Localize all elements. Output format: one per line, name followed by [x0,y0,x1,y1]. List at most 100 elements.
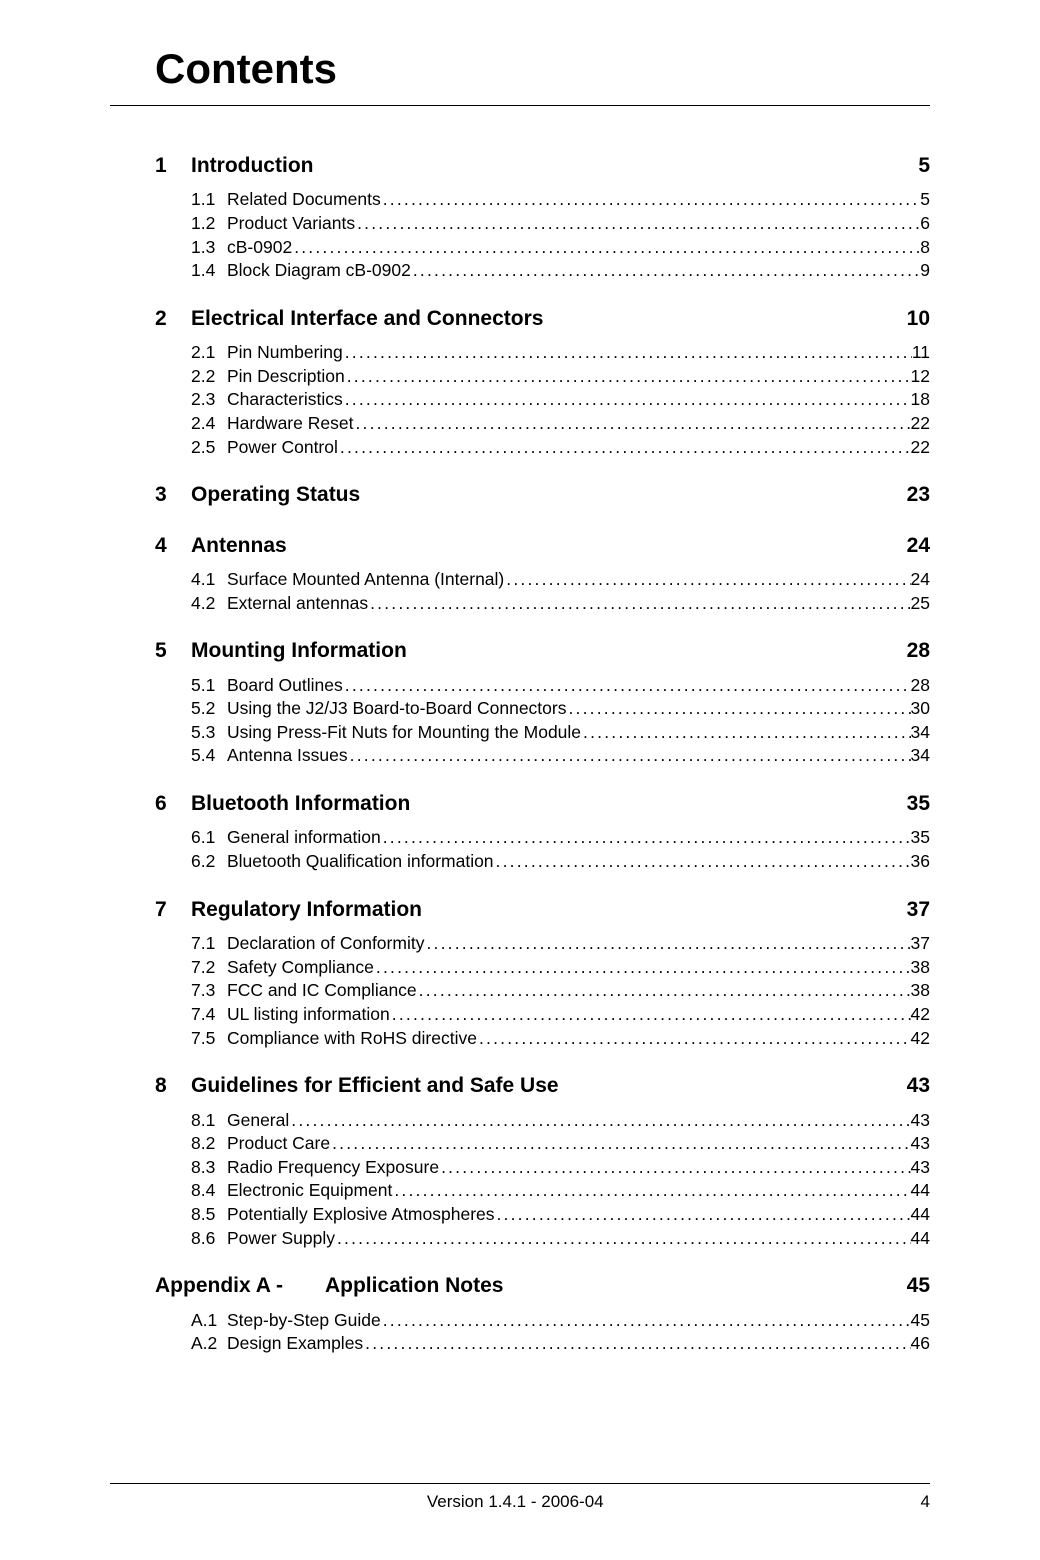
toc-appendix: Appendix A -Application Notes45 A.1Step-b… [155,1272,930,1356]
toc-leader-dots: ........................................… [411,259,920,283]
toc-chapter-title: Introduction [191,152,918,180]
toc-appendix-page: 45 [907,1272,930,1300]
toc-subsection-page: 38 [911,956,930,980]
toc-subsection-page: 34 [911,744,930,768]
toc-chapter-number: 8 [155,1072,191,1100]
toc-subsection-title: Using the J2/J3 Board-to-Board Connector… [227,697,566,721]
toc-chapter-row: 8Guidelines for Efficient and Safe Use43 [155,1072,930,1100]
toc-chapter-page: 10 [907,305,930,333]
toc-subsection-number: 2.5 [155,436,227,460]
toc-subsection-row: 5.1Board Outlines.......................… [155,674,930,698]
toc-leader-dots: ........................................… [390,1003,911,1027]
toc-subsection-page: 42 [911,1027,930,1051]
toc-subsection-number: 5.2 [155,697,227,721]
toc-subsection-page: 35 [911,826,930,850]
toc-subsection-row: 2.1Pin Numbering........................… [155,341,930,365]
toc-subsection-row: 4.1Surface Mounted Antenna (Internal)...… [155,568,930,592]
toc-subsection-row: 8.4Electronic Equipment.................… [155,1179,930,1203]
toc-subsection-row: A.1Step-by-Step Guide...................… [155,1309,930,1333]
toc-subsection-page: 12 [911,365,930,389]
toc-chapter: 3Operating Status23 [155,481,930,509]
toc-chapter-page: 24 [907,532,930,560]
toc-leader-dots: ........................................… [494,850,911,874]
toc-subsection-page: 44 [911,1179,930,1203]
toc-subsection-page: 5 [920,188,930,212]
toc-chapter-row: 7Regulatory Information37 [155,896,930,924]
toc-leader-dots: ........................................… [581,721,910,745]
toc-chapter-number: 5 [155,637,191,665]
toc-subsection-row: A.2Design Examples......................… [155,1332,930,1356]
toc-subsection-title: Bluetooth Qualification information [227,850,494,874]
toc-subsection-number: 7.2 [155,956,227,980]
toc-subsection-number: 1.4 [155,259,227,283]
toc-subsection-row: 7.3FCC and IC Compliance................… [155,979,930,1003]
footer-version: Version 1.4.1 - 2006-04 [110,1492,921,1512]
toc-subsection-title: Compliance with RoHS directive [227,1027,477,1051]
toc-leader-dots: ........................................… [355,212,920,236]
toc-subsection-page: 37 [911,932,930,956]
toc-subsection-number: 5.3 [155,721,227,745]
toc-leader-dots: ........................................… [495,1203,911,1227]
toc-subsection-number: 7.5 [155,1027,227,1051]
toc-chapter: 5Mounting Information285.1Board Outlines… [155,637,930,768]
toc-leader-dots: ........................................… [477,1027,911,1051]
toc-chapter-row: 6Bluetooth Information35 [155,790,930,818]
toc-subsection-page: 25 [911,592,930,616]
toc-appendix-title: Appendix A -Application Notes [155,1272,907,1300]
toc-subsection-number: 7.1 [155,932,227,956]
toc-chapter-number: 2 [155,305,191,333]
toc-leader-dots: ........................................… [504,568,910,592]
toc-subsection-title: Safety Compliance [227,956,374,980]
toc-subsection-row: 7.2Safety Compliance....................… [155,956,930,980]
toc-leader-dots: ........................................… [417,979,911,1003]
toc-leader-dots: ........................................… [381,188,921,212]
toc-subsection-title: Power Supply [227,1227,335,1251]
document-title: Contents [110,45,930,106]
toc-subsection-title: Hardware Reset [227,412,353,436]
toc-chapter: 1Introduction51.1Related Documents......… [155,152,930,283]
toc-subsection-page: 22 [911,436,930,460]
toc-chapter-row: 4Antennas24 [155,532,930,560]
toc-chapter-row: 3Operating Status23 [155,481,930,509]
toc-leader-dots: ........................................… [330,1132,910,1156]
toc-chapter-title: Bluetooth Information [191,790,907,818]
toc-appendix-row: Appendix A -Application Notes45 [155,1272,930,1300]
toc-subsection-page: 11 [912,341,930,365]
toc-subsection-number: 7.4 [155,1003,227,1027]
toc-chapter-number: 4 [155,532,191,560]
toc-subsection-number: 4.2 [155,592,227,616]
toc-subsection-page: 8 [920,236,930,260]
toc-subsection-page: 24 [911,568,930,592]
toc-leader-dots: ........................................… [343,341,912,365]
toc-subsection-page: 38 [911,979,930,1003]
toc-subsection-page: 18 [911,388,930,412]
toc-subsection-number: 4.1 [155,568,227,592]
toc-chapter-page: 35 [907,790,930,818]
toc-subsection-row: 6.2Bluetooth Qualification information..… [155,850,930,874]
toc-subsection-title: Pin Numbering [227,341,343,365]
toc-subsection-row: 5.3Using Press-Fit Nuts for Mounting the… [155,721,930,745]
toc-subsection-row: 1.1Related Documents....................… [155,188,930,212]
toc-leader-dots: ........................................… [343,674,911,698]
toc-subsection-number: A.2 [155,1332,227,1356]
toc-subsection-page: 43 [911,1132,930,1156]
toc-leader-dots: ........................................… [381,1309,911,1333]
table-of-contents: 1Introduction51.1Related Documents......… [110,152,930,1356]
toc-leader-dots: ........................................… [348,744,911,768]
toc-chapter-title: Guidelines for Efficient and Safe Use [191,1072,907,1100]
toc-subsection-number: 1.3 [155,236,227,260]
toc-leader-dots: ........................................… [343,388,911,412]
toc-subsection-row: 7.5Compliance with RoHS directive.......… [155,1027,930,1051]
toc-subsection-title: UL listing information [227,1003,390,1027]
toc-subsection-row: 6.1General information..................… [155,826,930,850]
toc-subsection-page: 43 [911,1156,930,1180]
toc-subsection-page: 36 [911,850,930,874]
toc-subsection-title: Board Outlines [227,674,343,698]
toc-subsection-title: Characteristics [227,388,343,412]
toc-subsection-number: 6.1 [155,826,227,850]
toc-subsection-title: Product Variants [227,212,355,236]
toc-leader-dots: ........................................… [424,932,910,956]
toc-subsection-number: 2.4 [155,412,227,436]
toc-subsection-title: Related Documents [227,188,381,212]
toc-subsection-title: Surface Mounted Antenna (Internal) [227,568,504,592]
